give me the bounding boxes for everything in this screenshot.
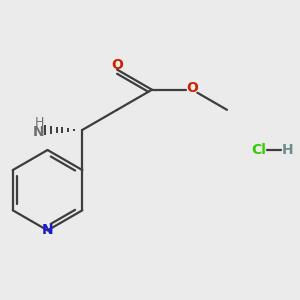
- Text: N: N: [33, 125, 45, 139]
- Text: N: N: [42, 224, 53, 237]
- Text: H: H: [281, 143, 293, 157]
- Text: O: O: [186, 81, 198, 95]
- Text: Cl: Cl: [252, 143, 267, 157]
- Text: H: H: [34, 116, 44, 129]
- Text: O: O: [111, 58, 123, 72]
